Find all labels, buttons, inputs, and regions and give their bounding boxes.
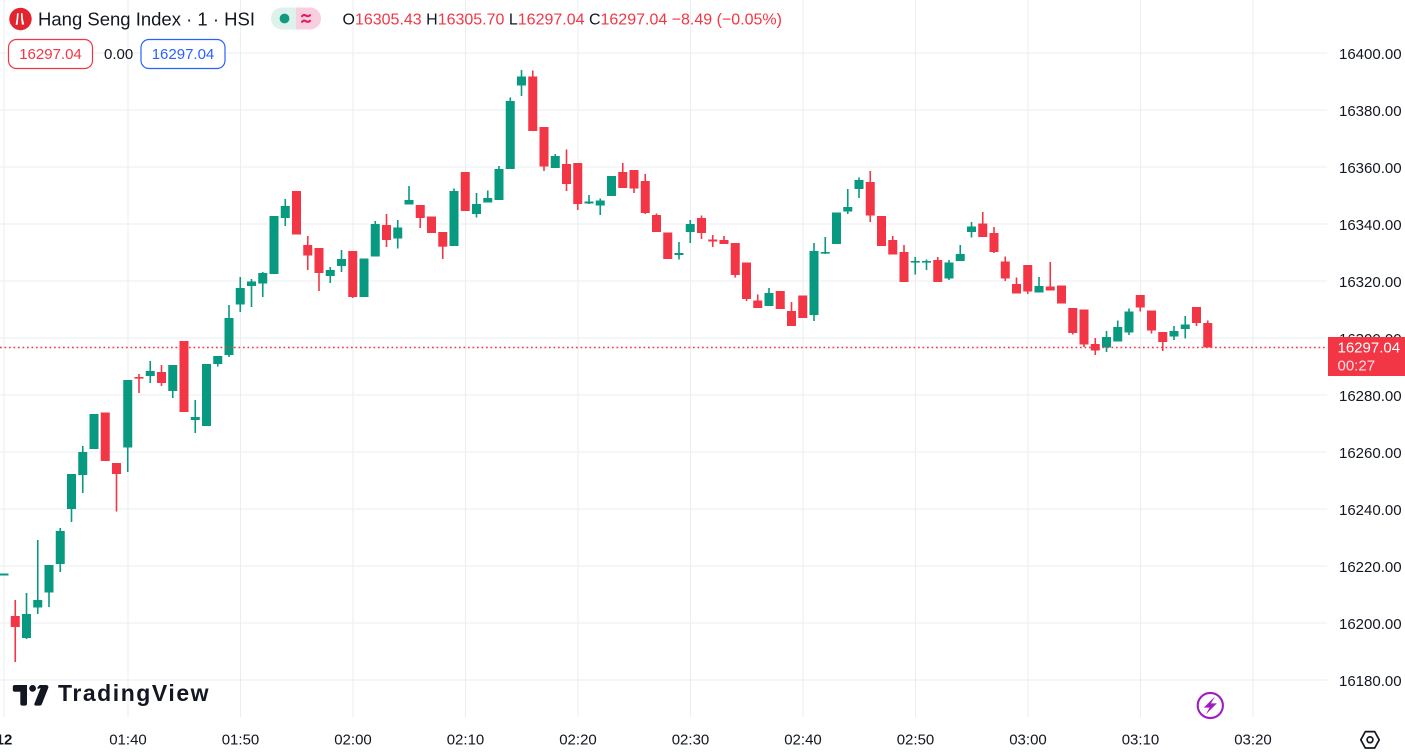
svg-text:16280.00: 16280.00: [1339, 388, 1402, 405]
svg-text:12: 12: [0, 732, 12, 749]
svg-text:03:20: 03:20: [1234, 732, 1272, 749]
svg-text:16320.00: 16320.00: [1339, 274, 1402, 291]
svg-text:00:27: 00:27: [1338, 358, 1376, 375]
svg-text:03:00: 03:00: [1009, 732, 1047, 749]
svg-text:16340.00: 16340.00: [1339, 217, 1402, 234]
svg-text:01:50: 01:50: [222, 732, 260, 749]
svg-text:16380.00: 16380.00: [1339, 103, 1402, 120]
svg-text:01:40: 01:40: [109, 732, 147, 749]
svg-text:02:00: 02:00: [334, 732, 372, 749]
svg-text:TradingView: TradingView: [58, 680, 210, 706]
svg-text:Hang Seng Index · 1 · HSI: Hang Seng Index · 1 · HSI: [38, 9, 255, 30]
svg-text:16297.04: 16297.04: [19, 46, 82, 63]
svg-text:16297.04: 16297.04: [152, 46, 215, 63]
svg-text:02:30: 02:30: [672, 732, 710, 749]
svg-text:O16305.43 H16305.70 L16297.04: O16305.43 H16305.70 L16297.04 C16297.04 …: [343, 12, 782, 29]
svg-text:16260.00: 16260.00: [1339, 445, 1402, 462]
svg-text:16360.00: 16360.00: [1339, 160, 1402, 177]
svg-text:03:10: 03:10: [1122, 732, 1160, 749]
svg-text:02:10: 02:10: [447, 732, 485, 749]
svg-text:16220.00: 16220.00: [1339, 559, 1402, 576]
svg-text:02:40: 02:40: [784, 732, 822, 749]
svg-text:16240.00: 16240.00: [1339, 502, 1402, 519]
svg-text:0.00: 0.00: [104, 46, 133, 63]
svg-text:16400.00: 16400.00: [1339, 46, 1402, 63]
svg-text:02:20: 02:20: [559, 732, 597, 749]
svg-text:02:50: 02:50: [897, 732, 935, 749]
svg-text:16180.00: 16180.00: [1339, 673, 1402, 690]
svg-text:16200.00: 16200.00: [1339, 616, 1402, 633]
svg-text:16297.04: 16297.04: [1338, 340, 1401, 357]
